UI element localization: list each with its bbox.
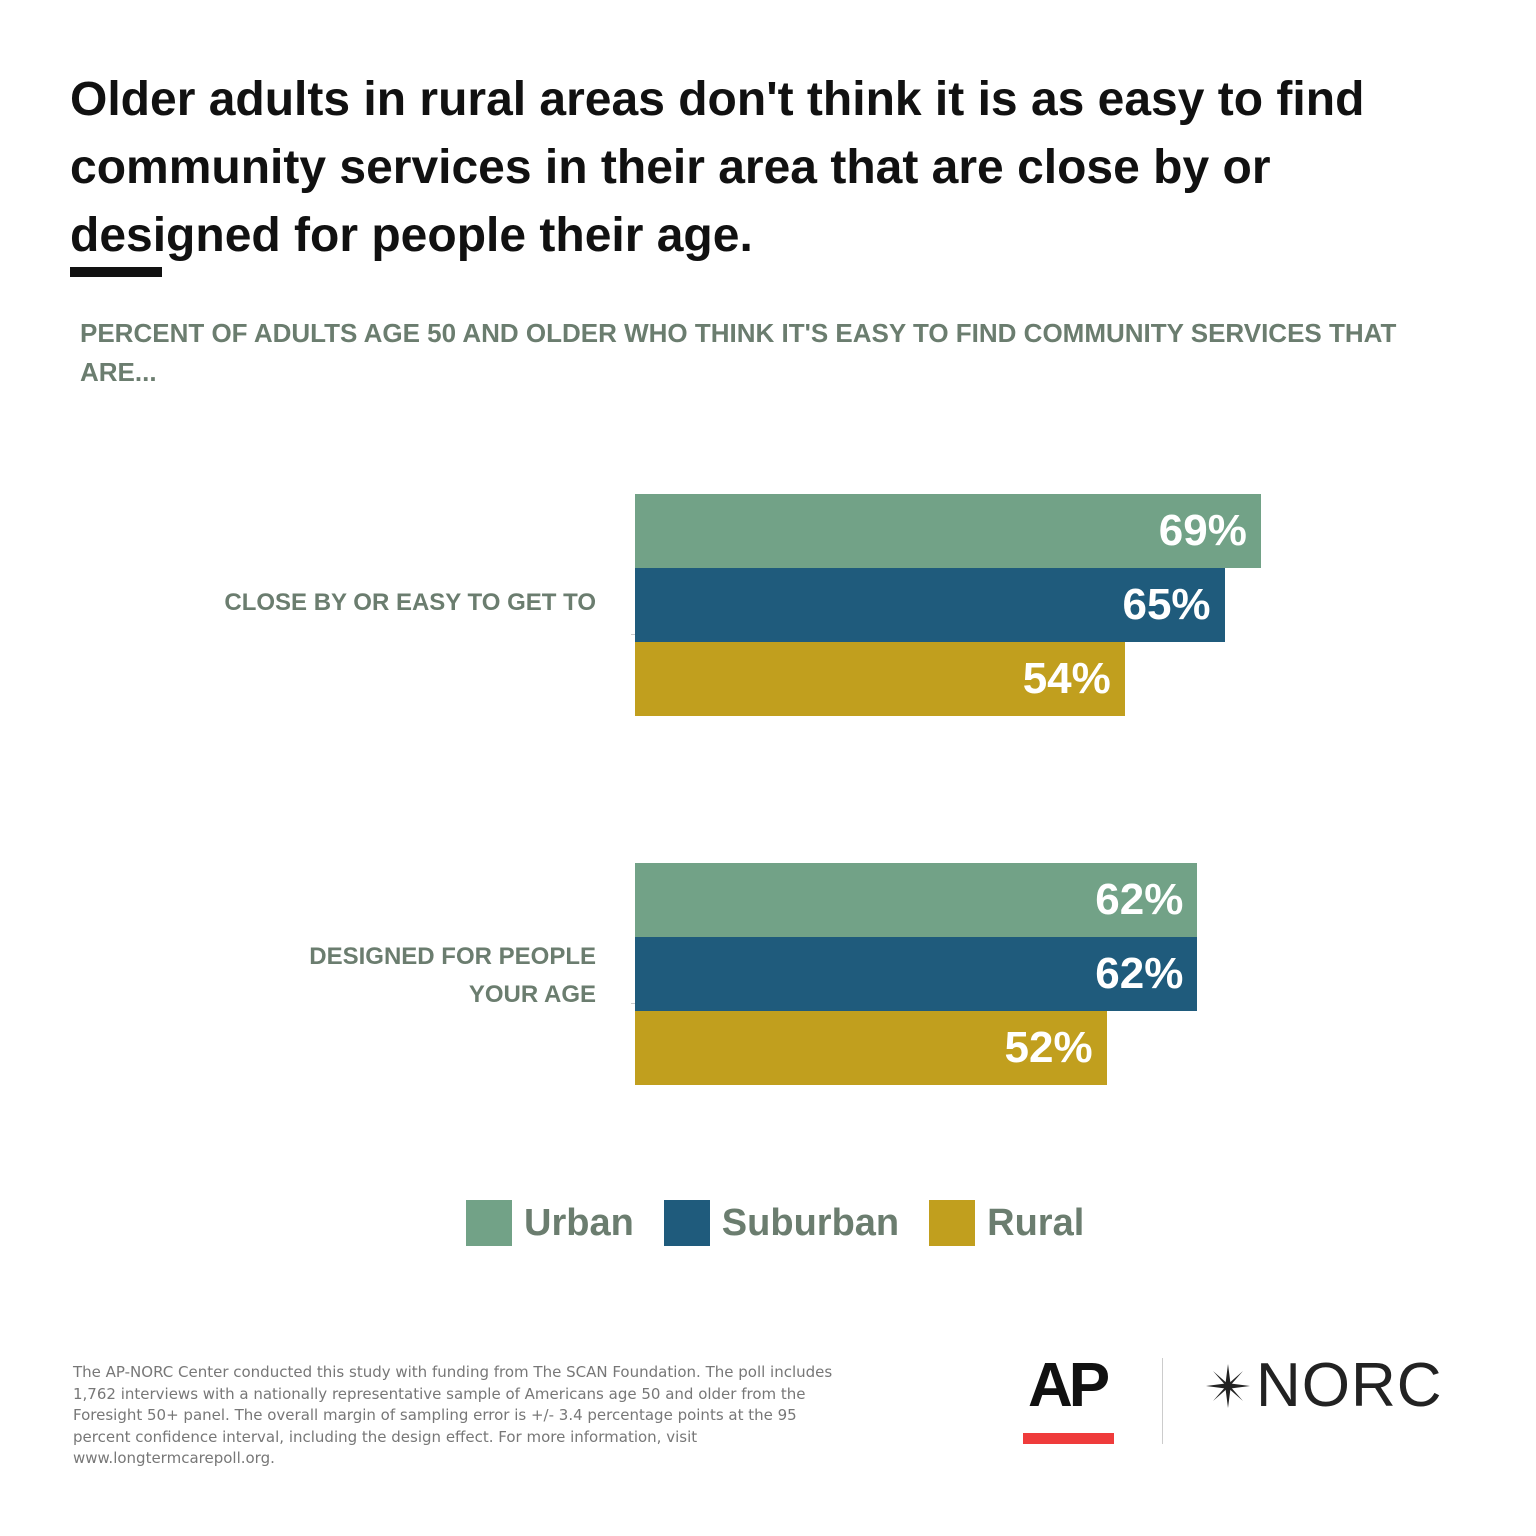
legend: Urban Suburban Rural (466, 1200, 1114, 1246)
bar-designed-urban: 62% (635, 863, 1198, 937)
category-tick-close-by (631, 634, 635, 635)
legend-item-urban: Urban (466, 1200, 634, 1246)
bar-designed-rural: 52% (635, 1011, 1107, 1085)
legend-swatch-suburban (663, 1200, 710, 1246)
category-tick-designed (631, 1003, 635, 1004)
bar-close-by-suburban: 65% (635, 568, 1225, 642)
legend-label-rural: Rural (987, 1201, 1085, 1244)
norc-star-icon (1206, 1363, 1250, 1408)
legend-item-rural: Rural (929, 1200, 1084, 1246)
title-line-3: designed for people their age. (70, 209, 753, 262)
bar-close-by-urban: 69% (635, 494, 1261, 568)
data-label-designed-rural: 52% (1004, 1023, 1093, 1072)
data-label-designed-urban: 62% (1095, 875, 1184, 924)
bar-designed-suburban: 62% (635, 937, 1198, 1011)
category-label-close-by: CLOSE BY OR EASY TO GET TO (224, 589, 596, 616)
norc-logo-text: NORC (1256, 1351, 1443, 1420)
data-label-close-by-urban: 69% (1158, 506, 1247, 555)
methodology-footnote: The AP-NORC Center conducted this study … (73, 1363, 833, 1467)
legend-label-urban: Urban (524, 1201, 634, 1244)
chart-subtitle: PERCENT OF ADULTS AGE 50 AND OLDER WHO T… (80, 318, 1397, 387)
chart-title: Older adults in rural areas don't think … (70, 66, 1470, 270)
logo-divider (1162, 1358, 1163, 1444)
legend-swatch-rural (929, 1200, 976, 1246)
legend-swatch-urban (466, 1200, 512, 1246)
legend-label-suburban: Suburban (721, 1201, 900, 1244)
norc-logo: NORC (1204, 1350, 1443, 1421)
ap-logo-underline (1023, 1433, 1114, 1444)
ap-logo: AP (1028, 1351, 1110, 1420)
title-line-2: community services in their area that ar… (70, 141, 1271, 194)
data-label-designed-suburban: 62% (1095, 949, 1184, 998)
data-label-close-by-suburban: 65% (1122, 580, 1211, 629)
legend-item-suburban: Suburban (663, 1200, 900, 1246)
data-label-close-by-rural: 54% (1022, 654, 1111, 703)
title-line-1: Older adults in rural areas don't think … (70, 73, 1365, 126)
bar-close-by-rural: 54% (635, 642, 1125, 716)
category-label-designed: DESIGNED FOR PEOPLE YOUR AGE (309, 943, 596, 1008)
title-underline (70, 267, 162, 277)
